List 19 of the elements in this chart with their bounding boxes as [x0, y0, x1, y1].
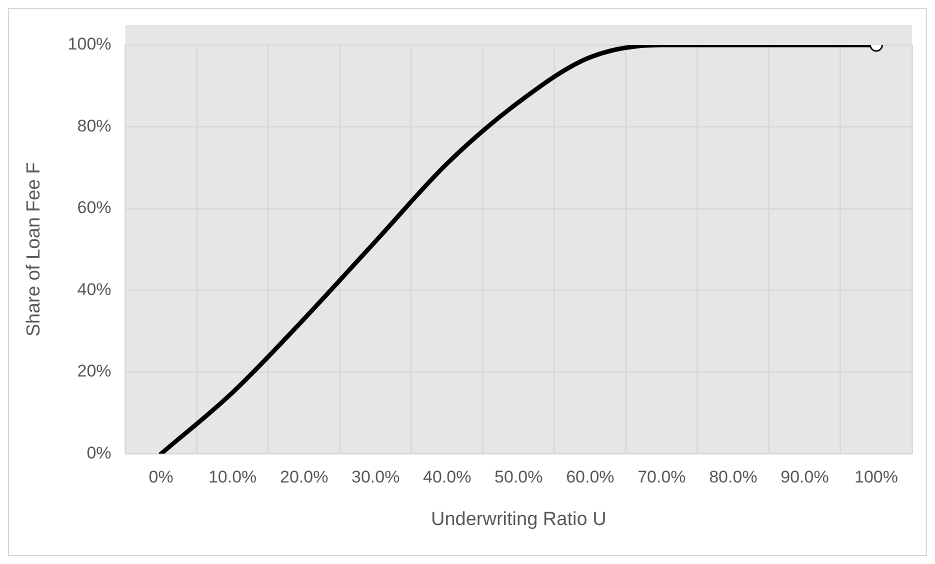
- y-tick-label: 100%: [68, 34, 112, 54]
- y-tick-label: 80%: [77, 116, 112, 136]
- x-tick-label: 20.0%: [280, 468, 328, 487]
- x-tick-label: 30.0%: [352, 468, 400, 487]
- x-tick-label: 40.0%: [423, 468, 472, 487]
- y-tick-label: 20%: [77, 362, 112, 381]
- x-tick-label: 80.0%: [709, 468, 758, 487]
- x-tick-label: 50.0%: [494, 468, 543, 487]
- x-tick-label: 90.0%: [780, 468, 829, 487]
- y-tick-label: 40%: [77, 280, 112, 299]
- x-tick-label: 0%: [148, 468, 174, 487]
- x-axis-title: Underwriting Ratio U: [430, 508, 606, 530]
- x-tick-label: 70.0%: [638, 468, 686, 487]
- y-tick-label: 60%: [77, 198, 112, 218]
- y-tick-label: 0%: [86, 443, 112, 462]
- x-tick-label: 100%: [854, 468, 898, 487]
- x-tick-label: 10.0%: [208, 468, 257, 487]
- y-axis-title: Share of Loan Fee F: [24, 162, 45, 337]
- x-tick-label: 60.0%: [566, 468, 614, 487]
